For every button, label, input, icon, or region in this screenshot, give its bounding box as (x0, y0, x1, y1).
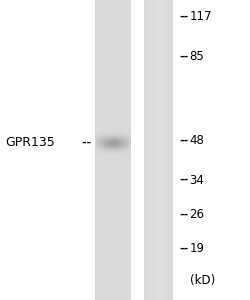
Text: --: -- (179, 11, 188, 22)
Text: 48: 48 (189, 134, 204, 148)
Text: (kD): (kD) (189, 274, 214, 287)
Text: --: -- (179, 52, 188, 62)
Text: 34: 34 (189, 173, 204, 187)
Text: --: -- (179, 175, 188, 185)
Text: --: -- (81, 137, 94, 148)
Text: 19: 19 (189, 242, 204, 255)
Text: GPR135: GPR135 (5, 136, 54, 149)
Text: --: -- (179, 209, 188, 220)
Text: --: -- (179, 136, 188, 146)
Text: 85: 85 (189, 50, 204, 64)
Text: 117: 117 (189, 10, 211, 23)
Text: 26: 26 (189, 208, 204, 221)
Text: --: -- (179, 243, 188, 254)
